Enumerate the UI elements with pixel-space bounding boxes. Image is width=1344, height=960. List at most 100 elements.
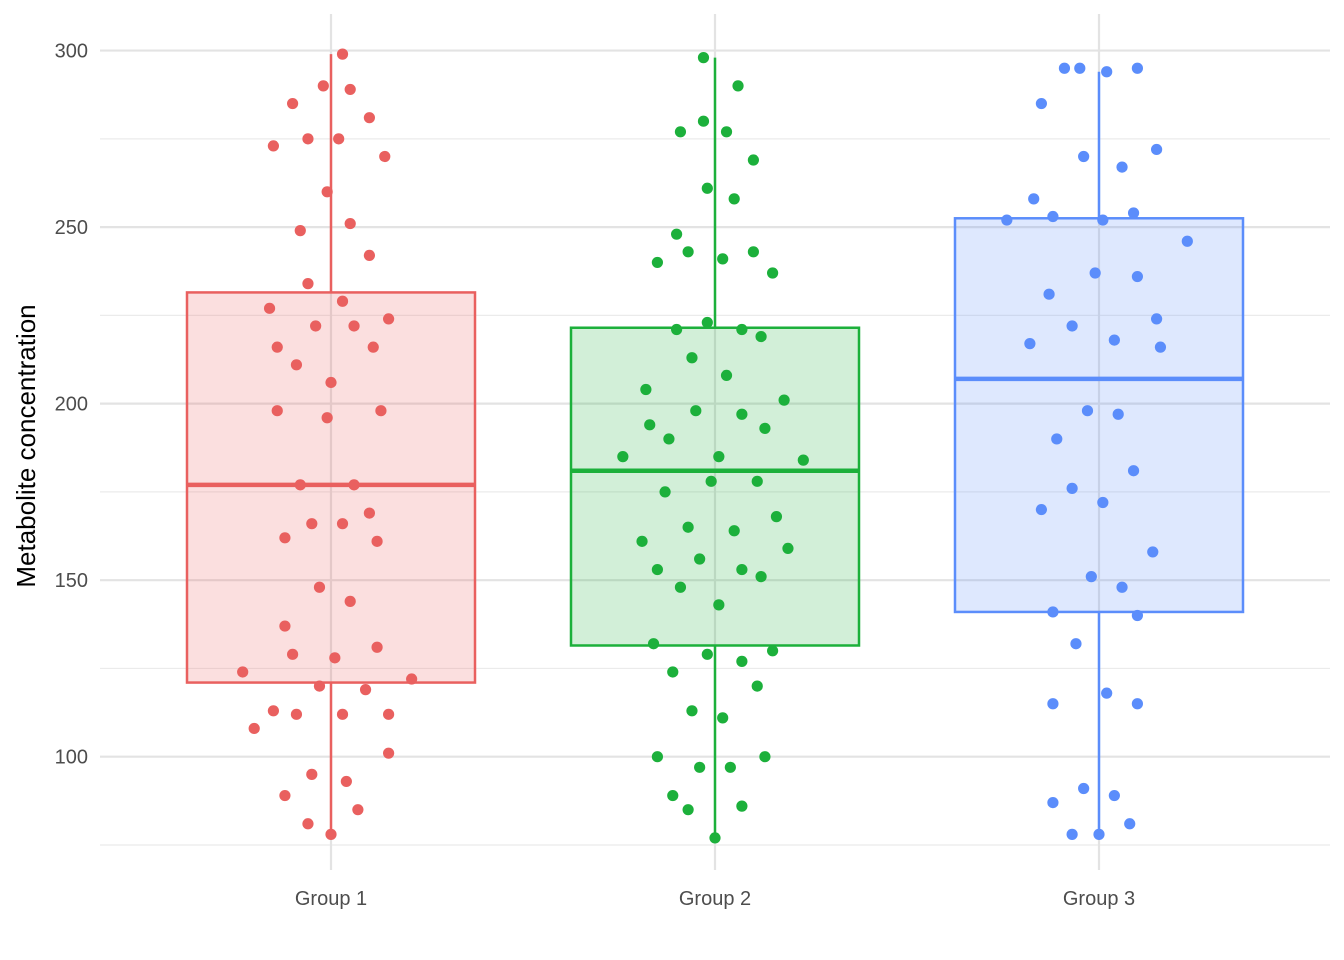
data-point [379,150,391,163]
data-point [1154,341,1167,353]
data-point [271,405,283,417]
data-point [778,394,790,406]
data-point [1085,571,1097,583]
data-point [348,479,360,491]
data-point [705,475,717,487]
data-point [406,673,418,685]
data-point [686,352,698,364]
jitter-points [237,48,1193,844]
data-point [736,323,748,336]
data-point [1151,143,1163,156]
data-point [302,818,314,830]
data-point [1066,320,1078,332]
data-point [640,383,652,396]
data-point [371,641,383,653]
data-point [336,708,349,720]
x-tick-label: Group 1 [295,888,367,910]
data-point [736,408,748,420]
data-point [363,249,375,261]
data-point [348,320,360,332]
interquartile-box [953,217,1245,614]
data-point [1058,62,1071,74]
data-point [1116,581,1128,593]
data-point [1131,62,1143,74]
data-point [359,684,372,696]
data-point [720,126,733,138]
data-point [1112,408,1124,420]
data-point [697,52,710,64]
data-point [759,422,771,434]
data-point [371,535,383,547]
data-point [701,316,713,329]
data-point [709,832,721,844]
data-point [682,521,694,533]
data-point [717,253,729,265]
data-point [237,666,249,678]
data-point [694,553,706,565]
data-point [724,761,736,773]
data-point [287,648,299,660]
data-point [747,246,760,258]
data-point [1035,97,1047,110]
data-point [363,112,375,124]
data-point [306,768,318,780]
data-point [671,323,683,336]
x-axis-tick-labels: Group 1 Group 2 Group 3 [295,888,1135,910]
data-point [667,666,679,678]
data-point [636,535,648,547]
data-point [1024,338,1036,350]
data-point [1127,465,1140,477]
data-point [1108,334,1120,346]
data-point [352,804,364,816]
data-point [1028,193,1040,205]
y-tick-label: 100 [55,747,88,769]
data-point [267,140,279,152]
x-tick-label: Group 3 [1063,888,1135,910]
data-point [336,518,349,530]
data-point [1116,161,1128,173]
data-point [310,320,322,332]
data-point [617,451,629,463]
boxplot-1 [185,54,477,835]
data-point [367,341,379,353]
data-point [1089,267,1101,279]
data-point [682,804,694,816]
data-point [751,475,763,487]
data-point [713,599,725,611]
data-point [383,708,395,720]
y-tick-label: 250 [55,217,88,239]
data-point [1151,313,1163,325]
data-point [751,680,763,692]
data-point [340,775,352,788]
data-point [647,638,660,650]
data-point [736,655,748,667]
data-point [767,645,779,657]
data-point [686,705,698,717]
y-axis-tick-labels: 100 150 200 250 300 [55,41,88,769]
data-point [344,595,356,607]
y-tick-label: 200 [55,394,88,416]
boxplot-2 [569,57,861,838]
data-point [1081,405,1094,417]
y-axis-title: Metabolite concentration [11,304,41,587]
data-point [1078,782,1090,795]
x-tick-label: Group 2 [679,888,751,910]
data-point [1093,828,1105,840]
data-point [302,278,314,290]
data-point [663,433,675,445]
data-point [271,341,283,353]
data-point [248,722,260,735]
data-point [701,182,713,194]
data-point [1047,210,1059,223]
data-point [1131,270,1143,283]
data-point [1181,235,1193,247]
data-point [313,680,326,692]
data-point [674,581,687,593]
data-point [344,217,356,230]
data-point [667,789,679,802]
data-point [1074,62,1086,74]
data-point [728,525,740,537]
data-point [321,412,333,424]
data-point [755,330,767,343]
